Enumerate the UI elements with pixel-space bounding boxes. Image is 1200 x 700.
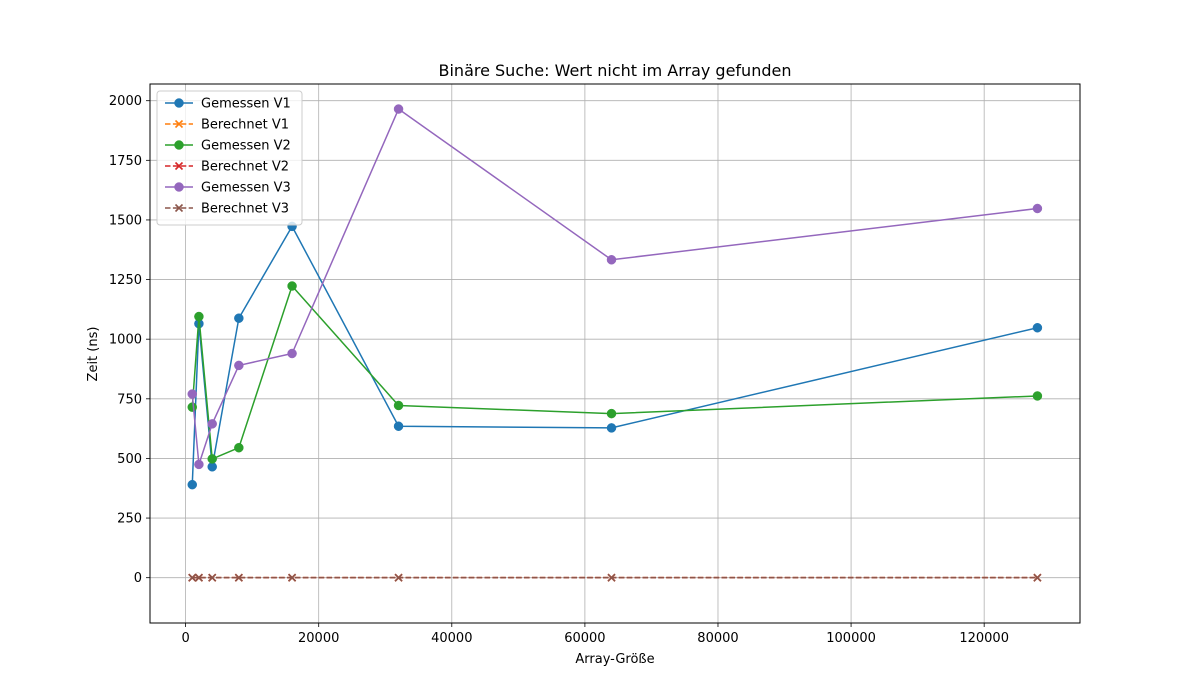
x-marker-stroke: [394, 573, 403, 582]
data-point-gemessen-v3: [287, 348, 297, 359]
legend-label: Berechnet V2: [201, 160, 289, 175]
legend-marker: [174, 182, 184, 192]
y-tick-label: 1250: [109, 273, 142, 288]
legend-item-gemessen-v2: Gemessen V2: [165, 139, 291, 154]
x-tick-label: 60000: [564, 631, 605, 646]
y-axis-ticks: 0 250 500 750 1000 1250 1500 1750 2000: [109, 94, 150, 586]
y-tick-label: 500: [117, 452, 142, 467]
data-point-gemessen-v2: [207, 454, 217, 464]
legend: Gemessen V1 Berechnet V1 Gemessen V2 Berech…: [156, 90, 303, 226]
x-marker-stroke: [288, 573, 297, 582]
x-tick-label: 20000: [298, 631, 339, 646]
data-point-gemessen-v2: [234, 442, 244, 453]
data-point-gemessen-v2: [287, 281, 297, 291]
legend-item-berechnet-v3: Berechnet V3: [165, 202, 289, 217]
data-point-gemessen-v2: [194, 311, 204, 322]
x-marker-stroke: [188, 573, 197, 582]
x-tick-label: 0: [181, 631, 189, 646]
data-point-gemessen-v2: [187, 402, 198, 412]
data-point-gemessen-v3: [393, 104, 404, 114]
x-marker-stroke: [174, 203, 184, 213]
data-point-berechnet-v3: [194, 573, 203, 582]
data-point-gemessen-v3: [606, 255, 617, 265]
legend-item-berechnet-v2: Berechnet V2: [165, 160, 289, 175]
x-marker-stroke: [607, 573, 616, 582]
x-tick-label: 100000: [826, 631, 876, 646]
y-tick-label: 750: [117, 392, 142, 407]
x-tick-label: 40000: [431, 631, 472, 646]
data-point-berechnet-v3: [1033, 573, 1042, 582]
data-point-gemessen-v3: [187, 389, 198, 399]
x-marker-stroke: [1033, 573, 1042, 582]
legend-label: Berechnet V3: [201, 202, 289, 217]
legend-item-berechnet-v1: Berechnet V1: [165, 118, 289, 133]
series-gemessen-v3: [187, 104, 1043, 470]
data-point-gemessen-v1: [187, 479, 198, 490]
x-tick-label: 120000: [959, 631, 1009, 646]
series-line-gemessen-v3: [191, 108, 1038, 466]
series-group: [187, 104, 1043, 582]
series-berechnet-v3: [188, 573, 1042, 582]
grid: [150, 84, 1080, 623]
series-gemessen-v2: [187, 281, 1043, 464]
legend-marker: [174, 161, 184, 171]
data-point-gemessen-v1: [1032, 322, 1043, 333]
x-axis-label: Array-Größe: [575, 652, 654, 667]
x-axis-ticks: 0 20000 40000 60000 80000 100000 120000: [181, 623, 1009, 646]
y-tick-label: 0: [134, 571, 142, 586]
data-point-gemessen-v1: [234, 313, 244, 323]
legend-marker: [174, 203, 184, 213]
chart-title: Binäre Suche: Wert nicht im Array gefund…: [439, 61, 792, 80]
y-tick-label: 1500: [109, 213, 142, 228]
data-point-gemessen-v3: [207, 419, 217, 429]
data-point-gemessen-v1: [606, 423, 617, 433]
data-point-berechnet-v3: [607, 573, 616, 582]
legend-marker: [174, 119, 184, 129]
data-point-berechnet-v3: [288, 573, 297, 582]
x-tick-label: 80000: [697, 631, 738, 646]
y-tick-label: 1000: [109, 333, 142, 348]
legend-label: Gemessen V1: [201, 97, 291, 112]
y-tick-label: 2000: [109, 94, 142, 109]
series-line-gemessen-v2: [191, 285, 1038, 460]
data-point-gemessen-v2: [393, 400, 404, 411]
y-axis-label: Zeit (ns): [86, 327, 101, 382]
data-point-gemessen-v3: [1032, 203, 1043, 214]
legend-box: [156, 90, 303, 226]
data-point-gemessen-v1: [393, 421, 404, 431]
x-marker-stroke: [174, 119, 184, 129]
legend-label: Gemessen V2: [201, 139, 291, 154]
legend-item-gemessen-v1: Gemessen V1: [165, 97, 291, 112]
x-marker-stroke: [194, 573, 203, 582]
y-tick-label: 1750: [109, 154, 142, 169]
legend-label: Berechnet V1: [201, 118, 289, 133]
data-point-berechnet-v3: [188, 573, 197, 582]
legend-item-gemessen-v3: Gemessen V3: [165, 181, 291, 196]
plot-area-frame: [149, 83, 1081, 624]
legend-label: Gemessen V3: [201, 181, 291, 196]
data-point-berechnet-v3: [208, 573, 217, 582]
y-tick-label: 250: [117, 512, 142, 527]
data-point-gemessen-v2: [606, 408, 617, 419]
x-marker-stroke: [174, 161, 184, 171]
data-point-gemessen-v3: [194, 459, 204, 470]
data-point-gemessen-v2: [1032, 391, 1043, 401]
data-point-gemessen-v3: [234, 360, 244, 371]
data-point-berechnet-v3: [394, 573, 403, 582]
x-marker-stroke: [234, 573, 243, 582]
x-marker-stroke: [208, 573, 217, 582]
legend-marker: [174, 98, 184, 108]
data-point-berechnet-v3: [234, 573, 243, 582]
legend-marker: [174, 140, 184, 150]
